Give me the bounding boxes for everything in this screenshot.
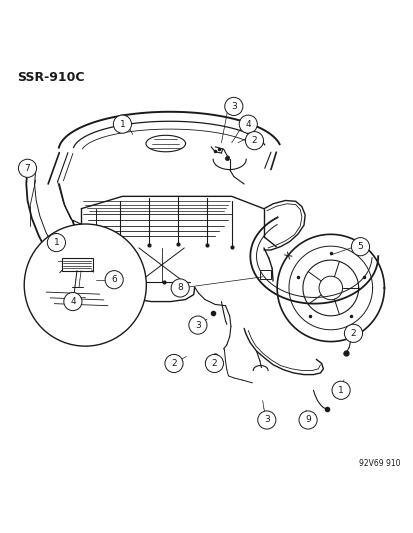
Text: 92V69 910: 92V69 910 (358, 459, 400, 468)
Circle shape (19, 159, 36, 177)
Text: 3: 3 (263, 416, 269, 424)
Text: 1: 1 (53, 238, 59, 247)
Circle shape (188, 316, 206, 334)
Text: SSR-910C: SSR-910C (17, 70, 85, 84)
Circle shape (239, 115, 257, 133)
Circle shape (164, 354, 183, 373)
Circle shape (351, 238, 369, 256)
Text: 8: 8 (177, 284, 183, 293)
Text: 3: 3 (230, 102, 236, 111)
Circle shape (105, 271, 123, 289)
Text: 1: 1 (119, 119, 125, 128)
Circle shape (171, 279, 189, 297)
Text: 1: 1 (337, 386, 343, 395)
Text: 3: 3 (195, 320, 200, 329)
Text: 4: 4 (245, 119, 250, 128)
Circle shape (298, 411, 316, 429)
Text: 4: 4 (70, 297, 76, 306)
Text: 9: 9 (304, 416, 310, 424)
Bar (259, 270, 271, 279)
Text: 2: 2 (350, 329, 356, 338)
Text: 2: 2 (211, 359, 217, 368)
Text: 6: 6 (111, 275, 117, 284)
Circle shape (205, 354, 223, 373)
Text: 2: 2 (171, 359, 176, 368)
Circle shape (257, 411, 275, 429)
Circle shape (113, 115, 131, 133)
Circle shape (24, 224, 146, 346)
Circle shape (344, 324, 362, 342)
Circle shape (224, 98, 242, 116)
Circle shape (64, 293, 82, 311)
Circle shape (47, 233, 65, 252)
Text: 5: 5 (357, 242, 363, 251)
Circle shape (245, 132, 263, 150)
Circle shape (331, 381, 349, 399)
Text: 2: 2 (251, 136, 256, 145)
Text: 7: 7 (25, 164, 30, 173)
Bar (62, 259, 93, 271)
